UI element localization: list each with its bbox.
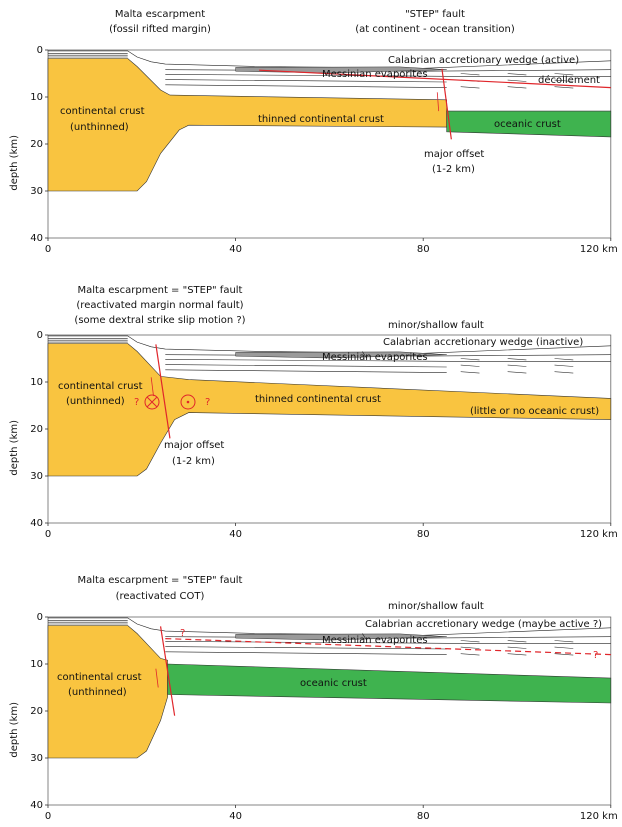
y-tick-label: 20 — [30, 424, 43, 435]
annotation: (1-2 km) — [432, 164, 475, 175]
y-axis-title: depth (km) — [9, 420, 20, 476]
x-tick-label: 0 — [45, 529, 51, 540]
y-tick-label: 10 — [30, 92, 43, 103]
annotation: (little or no oceanic crust) — [470, 406, 599, 417]
x-tick-label: 120 km — [580, 811, 618, 822]
y-tick-label: 30 — [30, 471, 43, 482]
x-tick-label: 120 km — [580, 529, 618, 540]
y-tick-label: 20 — [30, 706, 43, 717]
annotation: thinned continental crust — [258, 114, 384, 125]
y-tick-label: 30 — [30, 753, 43, 764]
heading: (reactivated margin normal fault) — [76, 300, 243, 311]
heading: (some dextral strike slip motion ?) — [74, 315, 245, 326]
y-tick-label: 0 — [37, 330, 43, 341]
x-tick-label: 40 — [229, 244, 242, 255]
annotation: Calabrian accretionary wedge (active) — [388, 55, 579, 66]
x-tick-label: 0 — [45, 244, 51, 255]
x-tick-label: 80 — [417, 811, 430, 822]
annotation: (1-2 km) — [172, 456, 215, 467]
y-tick-label: 0 — [37, 612, 43, 623]
heading: (fossil rifted margin) — [109, 24, 211, 35]
strike-slip-toward-dot — [187, 401, 190, 404]
annotation: oceanic crust — [494, 119, 561, 130]
x-tick-label: 0 — [45, 811, 51, 822]
heading: (reactivated COT) — [116, 591, 205, 602]
y-tick-label: 40 — [30, 233, 43, 244]
y-tick-label: 0 — [37, 45, 43, 56]
annotation: major offset — [164, 440, 224, 451]
annotation: (unthinned) — [70, 122, 129, 133]
x-tick-label: 120 km — [580, 244, 618, 255]
heading: Malta escarpment = "STEP" fault — [78, 285, 243, 296]
annotation: Messinian evaporites — [322, 635, 428, 646]
annotation: major offset — [424, 149, 484, 160]
heading: Malta escarpment = "STEP" fault — [78, 575, 243, 586]
annotation: ? — [205, 397, 210, 408]
y-tick-label: 40 — [30, 800, 43, 811]
annotation: (unthinned) — [68, 687, 127, 698]
annotation: continental crust — [60, 106, 145, 117]
x-tick-label: 40 — [229, 529, 242, 540]
x-tick-label: 80 — [417, 529, 430, 540]
y-tick-label: 10 — [30, 377, 43, 388]
annotation: continental crust — [58, 381, 143, 392]
annotation: décollement — [538, 74, 600, 86]
y-tick-label: 40 — [30, 518, 43, 529]
annotation: Messinian evaporites — [322, 69, 428, 80]
annotation: thinned continental crust — [255, 394, 381, 405]
annotation: Messinian evaporites — [322, 352, 428, 363]
annotation: ? — [180, 628, 185, 639]
annotation: Calabrian accretionary wedge (inactive) — [383, 337, 583, 348]
y-tick-label: 30 — [30, 186, 43, 197]
annotation: minor/shallow fault — [388, 320, 484, 331]
annotation: continental crust — [57, 672, 142, 683]
annotation: oceanic crust — [300, 678, 367, 689]
heading: (at continent - ocean transition) — [355, 24, 515, 35]
y-tick-label: 20 — [30, 139, 43, 150]
annotation: (unthinned) — [66, 396, 125, 407]
y-tick-label: 10 — [30, 659, 43, 670]
y-axis-title: depth (km) — [9, 702, 20, 758]
x-tick-label: 80 — [417, 244, 430, 255]
annotation: minor/shallow fault — [388, 601, 484, 612]
annotation: ? — [593, 650, 598, 661]
figure: 04080120 km010203040depth (km)Malta esca… — [0, 0, 622, 827]
annotation: ? — [134, 397, 139, 408]
annotation: Calabrian accretionary wedge (maybe acti… — [365, 619, 602, 630]
heading: "STEP" fault — [405, 9, 465, 20]
x-tick-label: 40 — [229, 811, 242, 822]
heading: Malta escarpment — [115, 9, 205, 20]
y-axis-title: depth (km) — [9, 135, 20, 191]
